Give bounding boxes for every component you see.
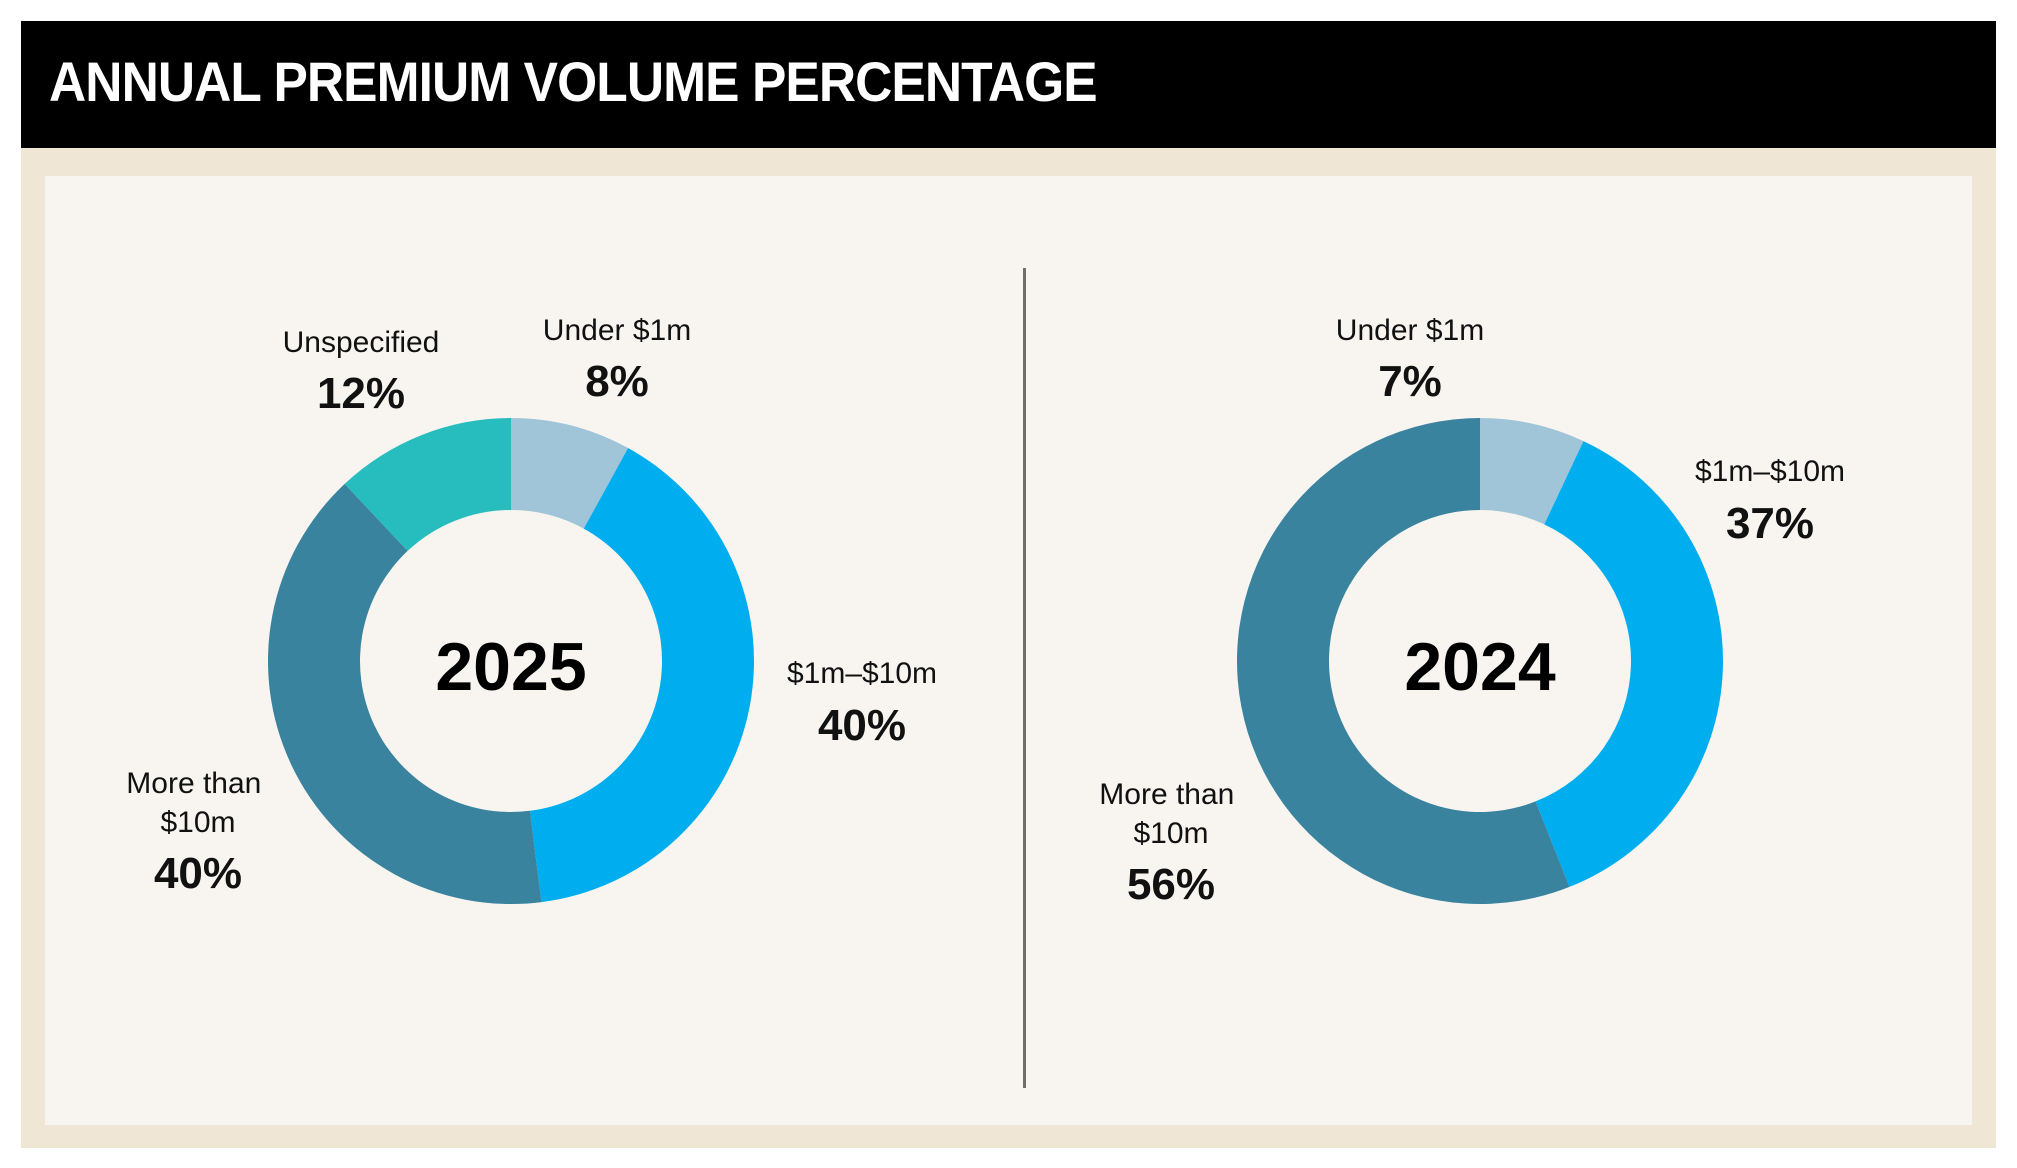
label-over10m-2025: More than $10m [126,767,269,839]
slice-1m-10m-2024 [1535,441,1723,887]
label-unspecified-2025: Unspecified [283,326,440,359]
value-1m10m-2024: 37% [1726,499,1814,548]
label-1m10m-2024: $1m–$10m [1695,455,1845,488]
slice-unspecified-2025 [344,418,511,551]
value-1m10m-2025: 40% [818,701,906,750]
donut-2024: 2024 Under $1m 7% $1m–$10m 37% More than… [1099,314,1845,909]
label-over10m-2024: More than $10m [1099,778,1242,850]
value-under1m-2025: 8% [585,357,649,406]
label-1m10m-2025: $1m–$10m [787,657,937,690]
divider [1023,268,1026,1088]
value-unspecified-2025: 12% [317,369,405,418]
slice-more-than-10m-2025 [268,483,542,904]
label-over10m-2025-line2: $10m [160,806,235,839]
label-under1m-2024: Under $1m [1336,314,1484,347]
label-over10m-2024-line1: More than [1099,778,1234,811]
title-bar: ANNUAL PREMIUM VOLUME PERCENTAGE [21,21,1996,148]
label-over10m-2024-line2: $10m [1133,817,1208,850]
center-label-2025: 2025 [435,629,586,705]
value-over10m-2025: 40% [154,849,242,898]
slice-under-1m-2025 [511,418,629,529]
value-over10m-2024: 56% [1127,860,1215,909]
chart-title: ANNUAL PREMIUM VOLUME PERCENTAGE [49,50,1098,113]
label-under1m-2025: Under $1m [543,314,691,347]
label-over10m-2025-line1: More than [126,767,261,800]
donut-2025: 2025 Unspecified 12% Under $1m 8% $1m–$1… [126,314,937,904]
center-label-2024: 2024 [1404,629,1555,705]
slice-1m-10m-2025 [529,448,755,903]
slice-under-1m-2024 [1480,418,1584,525]
value-under1m-2024: 7% [1378,357,1442,406]
slice-more-than-10m-2024 [1236,418,1570,904]
